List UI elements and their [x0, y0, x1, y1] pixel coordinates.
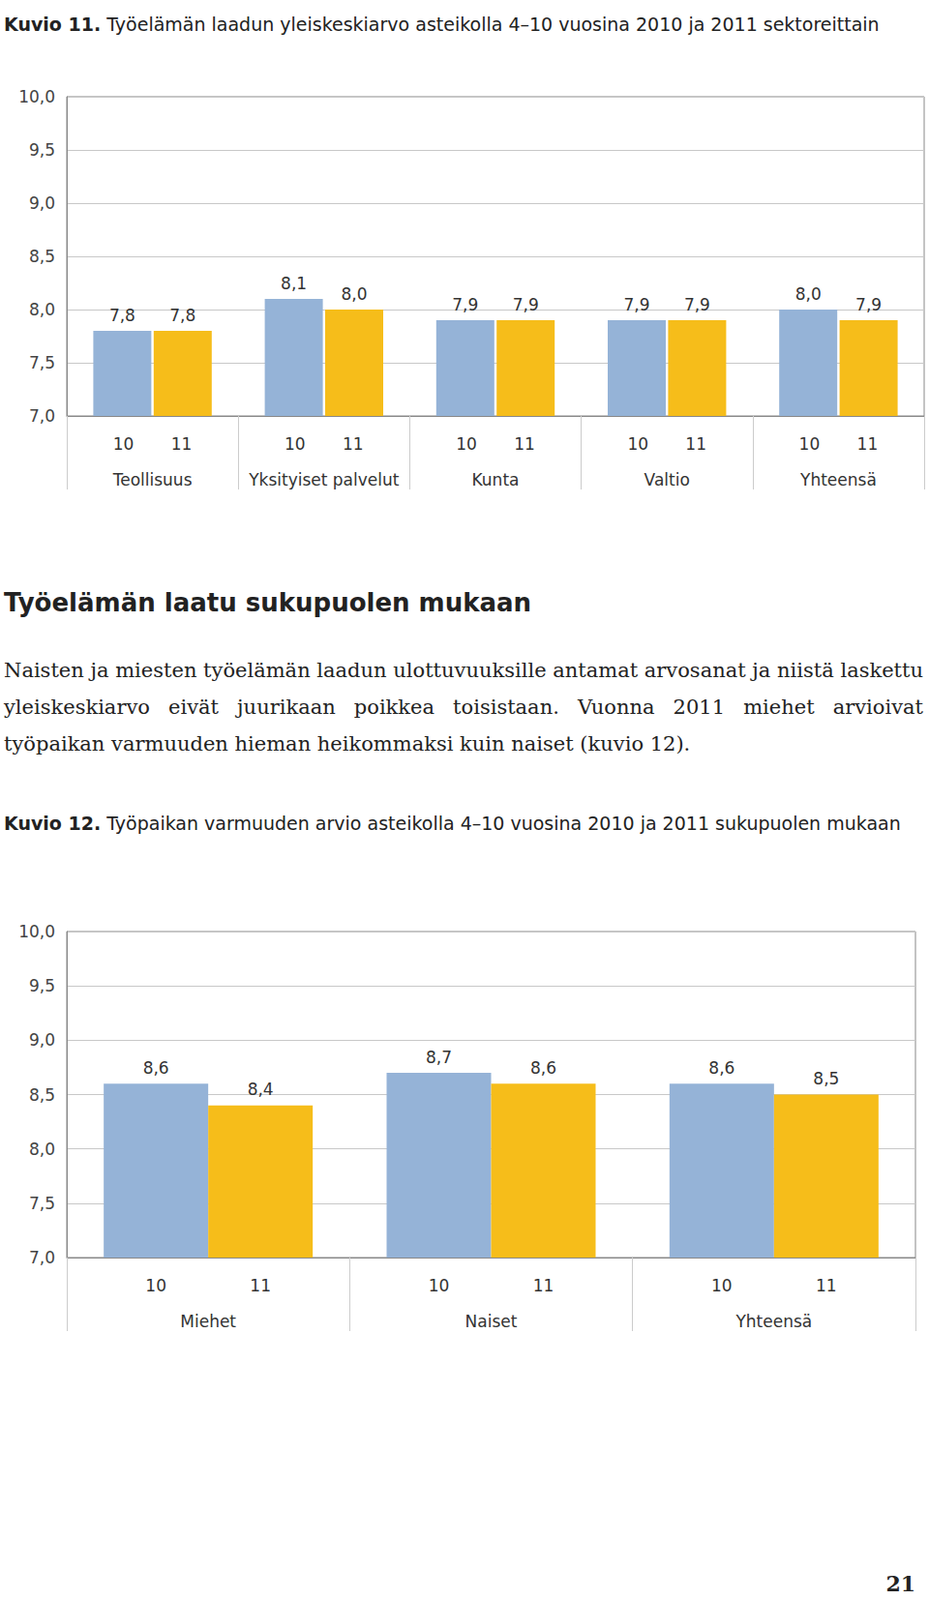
svg-text:Kunta: Kunta — [472, 470, 520, 490]
html-text:Työelämän laatu sukupuolen muk: Työelämän laatu sukupuolen mukaan — [3, 588, 532, 618]
svg-text:8,7: 8,7 — [425, 1048, 452, 1068]
html-text:Kuvio 11. Työelämän laadun yle: Kuvio 11. Työelämän laadun yleiskeskiarv… — [3, 13, 880, 35]
svg-text:8,5: 8,5 — [812, 1069, 840, 1089]
html-text:Kuvio 12. Työpaikan varmuuden: Kuvio 12. Työpaikan varmuuden arvio aste… — [3, 812, 901, 835]
svg-text:Yhteensä: Yhteensä — [734, 1312, 812, 1332]
svg-text:10: 10 — [799, 434, 821, 454]
svg-text:8,1: 8,1 — [280, 273, 307, 294]
svg-text:8,6: 8,6 — [530, 1058, 557, 1079]
svg-text:7,9: 7,9 — [684, 295, 711, 315]
svg-text:11: 11 — [249, 1276, 271, 1296]
svg-text:9,5: 9,5 — [29, 976, 56, 996]
svg-text:7,9: 7,9 — [623, 295, 650, 315]
svg-text:10: 10 — [113, 434, 135, 454]
svg-text:Miehet: Miehet — [179, 1312, 237, 1332]
svg-text:8,4: 8,4 — [247, 1079, 274, 1100]
svg-text:7,8: 7,8 — [109, 305, 136, 326]
svg-text:10: 10 — [627, 434, 649, 454]
svg-text:11: 11 — [171, 434, 193, 454]
svg-text:Naiset: Naiset — [465, 1312, 518, 1332]
svg-text:10: 10 — [711, 1276, 733, 1296]
svg-text:Yksityiset palvelut: Yksityiset palvelut — [247, 470, 400, 490]
svg-text:11: 11 — [533, 1276, 555, 1296]
svg-text:7,5: 7,5 — [29, 353, 56, 373]
svg-text:7,0: 7,0 — [29, 1248, 56, 1268]
svg-text:9,5: 9,5 — [29, 140, 56, 160]
svg-text:10: 10 — [455, 434, 478, 454]
svg-text:10: 10 — [284, 434, 306, 454]
svg-text:11: 11 — [857, 434, 879, 454]
svg-text:10,0: 10,0 — [18, 922, 56, 942]
svg-text:10,0: 10,0 — [18, 87, 56, 107]
svg-text:7,9: 7,9 — [451, 295, 479, 315]
html-text:Naisten ja miesten työelämän l: Naisten ja miesten työelämän laadun ulot… — [3, 659, 924, 756]
svg-text:7,9: 7,9 — [512, 295, 540, 315]
svg-text:8,0: 8,0 — [340, 284, 367, 304]
svg-text:9,0: 9,0 — [29, 1030, 56, 1050]
svg-text:8,0: 8,0 — [795, 284, 822, 304]
svg-text:8,0: 8,0 — [29, 299, 56, 320]
svg-text:Valtio: Valtio — [644, 470, 690, 490]
svg-text:Teollisuus: Teollisuus — [112, 470, 193, 490]
svg-text:9,0: 9,0 — [29, 193, 56, 213]
svg-text:8,6: 8,6 — [708, 1058, 735, 1079]
svg-text:11: 11 — [342, 434, 364, 454]
svg-text:11: 11 — [685, 434, 707, 454]
svg-text:7,0: 7,0 — [29, 406, 56, 426]
svg-text:7,9: 7,9 — [855, 295, 882, 315]
svg-text:11: 11 — [815, 1276, 838, 1296]
svg-text:8,6: 8,6 — [143, 1058, 170, 1079]
svg-text:10: 10 — [428, 1276, 450, 1296]
html-text:21: 21 — [885, 1571, 916, 1597]
svg-text:8,0: 8,0 — [29, 1139, 56, 1160]
svg-text:7,8: 7,8 — [169, 305, 196, 326]
svg-text:11: 11 — [513, 434, 536, 454]
svg-text:8,5: 8,5 — [29, 246, 56, 267]
svg-text:10: 10 — [145, 1276, 167, 1296]
svg-text:8,5: 8,5 — [29, 1085, 56, 1106]
svg-text:7,5: 7,5 — [29, 1194, 56, 1214]
svg-text:Yhteensä: Yhteensä — [799, 470, 877, 490]
